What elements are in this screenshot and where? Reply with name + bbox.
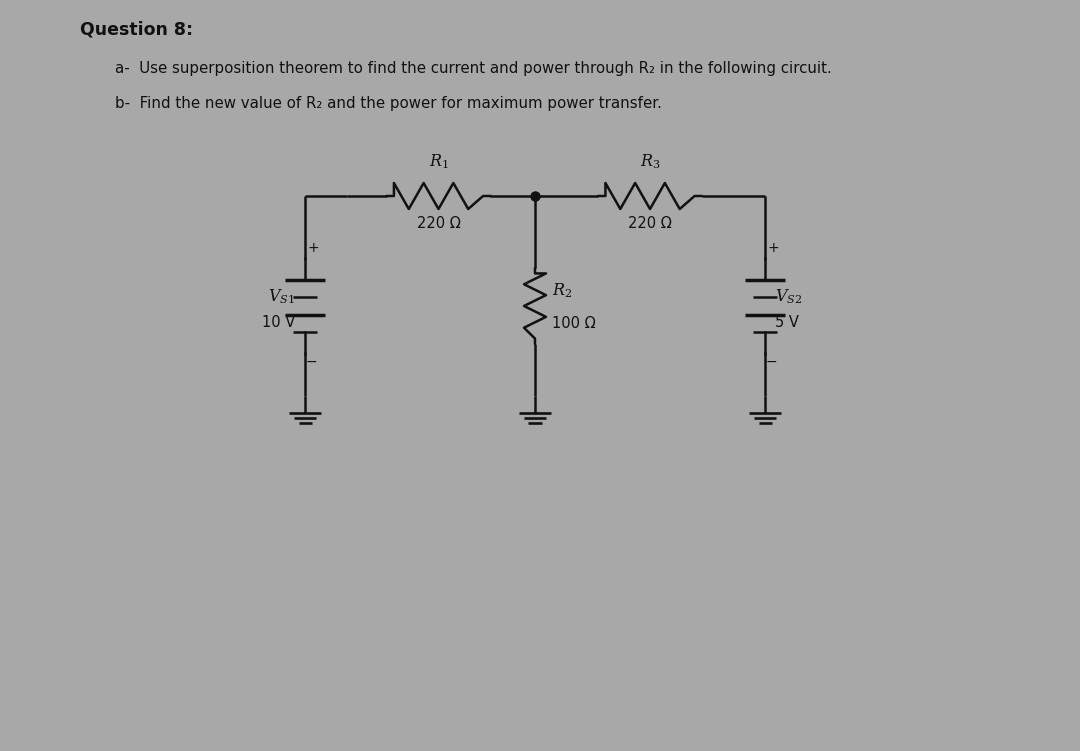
Text: a-  Use superposition theorem to find the current and power through R₂ in the fo: a- Use superposition theorem to find the… (114, 61, 832, 76)
Text: b-  Find the new value of R₂ and the power for maximum power transfer.: b- Find the new value of R₂ and the powe… (114, 96, 662, 111)
Text: 220 Ω: 220 Ω (629, 216, 672, 231)
Text: Question 8:: Question 8: (80, 21, 193, 39)
Text: 5 V: 5 V (775, 315, 799, 330)
Text: 220 Ω: 220 Ω (417, 216, 460, 231)
Text: $R_3$: $R_3$ (639, 152, 660, 171)
Text: $R_1$: $R_1$ (429, 152, 448, 171)
Text: $V_{S1}$: $V_{S1}$ (268, 288, 295, 306)
Text: 100 Ω: 100 Ω (552, 316, 596, 331)
Text: +: + (767, 241, 779, 255)
Text: −: − (306, 355, 316, 369)
Text: $V_{S2}$: $V_{S2}$ (775, 288, 802, 306)
Text: 10 V: 10 V (261, 315, 295, 330)
Text: −: − (766, 355, 777, 369)
Text: $R_2$: $R_2$ (552, 282, 572, 300)
Text: +: + (307, 241, 319, 255)
